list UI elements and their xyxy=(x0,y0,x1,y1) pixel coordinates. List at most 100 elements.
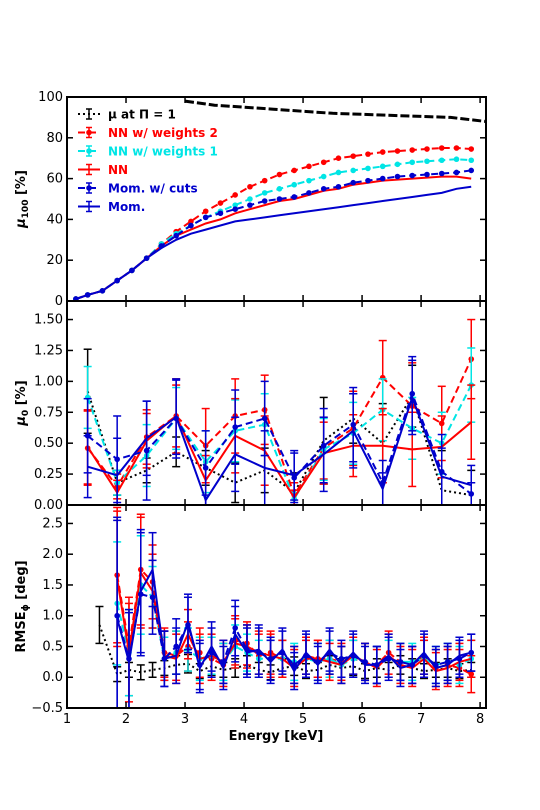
legend-marker xyxy=(86,148,92,154)
data-point xyxy=(335,169,342,176)
y-tick-label: 1.00 xyxy=(34,374,63,389)
data-point xyxy=(173,232,179,239)
series-nn-w-weights-2 xyxy=(73,145,475,301)
series-line xyxy=(75,147,472,300)
data-point xyxy=(438,170,445,177)
series-nn-w-weights-1 xyxy=(83,347,476,505)
data-point xyxy=(320,173,327,180)
series-line xyxy=(184,99,486,123)
series-nn-w-weights-2 xyxy=(83,318,476,505)
legend-label: NN w/ weights 1 xyxy=(108,145,218,159)
y-tick-label: 0.0 xyxy=(42,670,63,685)
data-point xyxy=(453,145,460,151)
data-point xyxy=(365,151,371,157)
x-axis-label: Energy [keV] xyxy=(229,729,324,744)
series-line xyxy=(75,185,472,300)
data-point xyxy=(468,146,475,152)
data-point xyxy=(468,167,475,174)
x-tick-label: 5 xyxy=(299,712,307,727)
data-point xyxy=(394,173,401,180)
y-axis-label: RMSEϕ [deg] xyxy=(14,560,31,652)
series-line xyxy=(86,384,473,502)
data-point xyxy=(306,177,312,184)
y-tick-label: 2.0 xyxy=(42,547,63,562)
panel-1-data xyxy=(73,99,486,301)
data-point xyxy=(306,163,312,170)
data-point xyxy=(291,181,298,188)
data-point xyxy=(291,194,298,200)
y-tick-label: 40 xyxy=(46,212,63,227)
series--at-1 xyxy=(184,99,486,123)
data-point xyxy=(320,159,327,166)
y-tick-label: 100 xyxy=(38,90,63,105)
y-tick-label: 0.5 xyxy=(42,639,63,654)
x-tick-label: 1 xyxy=(63,712,71,727)
x-tick-label: 8 xyxy=(476,712,484,727)
y-axis-label-unit: [%] xyxy=(14,170,29,199)
panel-2: 0.00 0.25 0.50 0.75 1.00 1.25 1.50 μ0 [%] xyxy=(14,300,487,513)
data-point xyxy=(365,165,371,172)
data-point xyxy=(424,158,430,165)
y-axis-label-main: μ xyxy=(14,218,29,229)
legend-label: NN xyxy=(108,163,128,177)
y-axis-label-main: RMSE xyxy=(14,611,29,652)
data-point xyxy=(320,186,327,192)
series-line xyxy=(87,390,472,495)
data-point xyxy=(202,214,209,221)
data-point xyxy=(453,169,460,176)
data-point xyxy=(217,210,224,217)
series-line xyxy=(87,394,472,503)
panel-3: −0.5 0.0 0.5 1.0 1.5 2.0 2.5 RMSEϕ [deg] xyxy=(14,504,487,716)
series-line xyxy=(86,414,472,500)
data-point xyxy=(261,190,268,196)
data-point xyxy=(409,172,416,179)
data-point xyxy=(394,148,401,154)
series-line xyxy=(75,158,472,300)
series-line xyxy=(75,169,472,300)
y-tick-label: 1.5 xyxy=(42,578,63,593)
x-tick-label: 2 xyxy=(122,712,130,727)
data-point xyxy=(350,167,357,174)
y-tick-label: 0.25 xyxy=(34,467,63,482)
y-axis-label: μ100 [%] xyxy=(14,170,31,229)
legend: μ at Π = 1 NN w/ weights 2 NN w/ weights 1… xyxy=(78,108,218,214)
data-point xyxy=(232,202,238,208)
series-mom- xyxy=(83,359,476,505)
y-tick-label: 1.0 xyxy=(42,609,63,624)
y-axis-label-main: μ xyxy=(14,416,29,427)
data-point xyxy=(276,171,283,178)
legend-label: Mom. w/ cuts xyxy=(108,182,198,196)
legend-label: Mom. xyxy=(108,200,145,214)
y-tick-label: 1.50 xyxy=(34,313,63,328)
panel-2-data xyxy=(83,318,476,505)
data-point xyxy=(202,465,209,471)
series-line xyxy=(98,624,472,676)
legend-marker xyxy=(86,185,92,191)
x-tick-label: 7 xyxy=(417,712,425,727)
legend-marker xyxy=(86,129,92,136)
y-tick-label: −0.5 xyxy=(31,701,63,716)
y-tick-label: 20 xyxy=(46,253,63,268)
data-point xyxy=(335,183,342,190)
panel-3-data xyxy=(95,506,476,708)
data-point xyxy=(409,147,416,153)
data-point xyxy=(468,157,475,164)
data-point xyxy=(247,196,253,202)
data-point xyxy=(261,415,268,422)
legend-label: NN w/ weights 2 xyxy=(108,126,218,140)
data-point xyxy=(379,163,386,170)
y-axis-label-sub: 100 xyxy=(21,200,31,219)
data-point xyxy=(438,157,445,164)
data-point xyxy=(291,167,298,174)
legend-label: μ at Π = 1 xyxy=(108,108,176,122)
data-point xyxy=(409,159,416,166)
x-tick-label: 4 xyxy=(240,712,248,727)
y-tick-label: 2.5 xyxy=(42,516,63,531)
data-point xyxy=(306,190,312,196)
data-point xyxy=(335,155,342,161)
data-point xyxy=(350,179,357,186)
data-point xyxy=(379,175,386,182)
data-point xyxy=(424,146,430,152)
data-point xyxy=(424,171,430,178)
